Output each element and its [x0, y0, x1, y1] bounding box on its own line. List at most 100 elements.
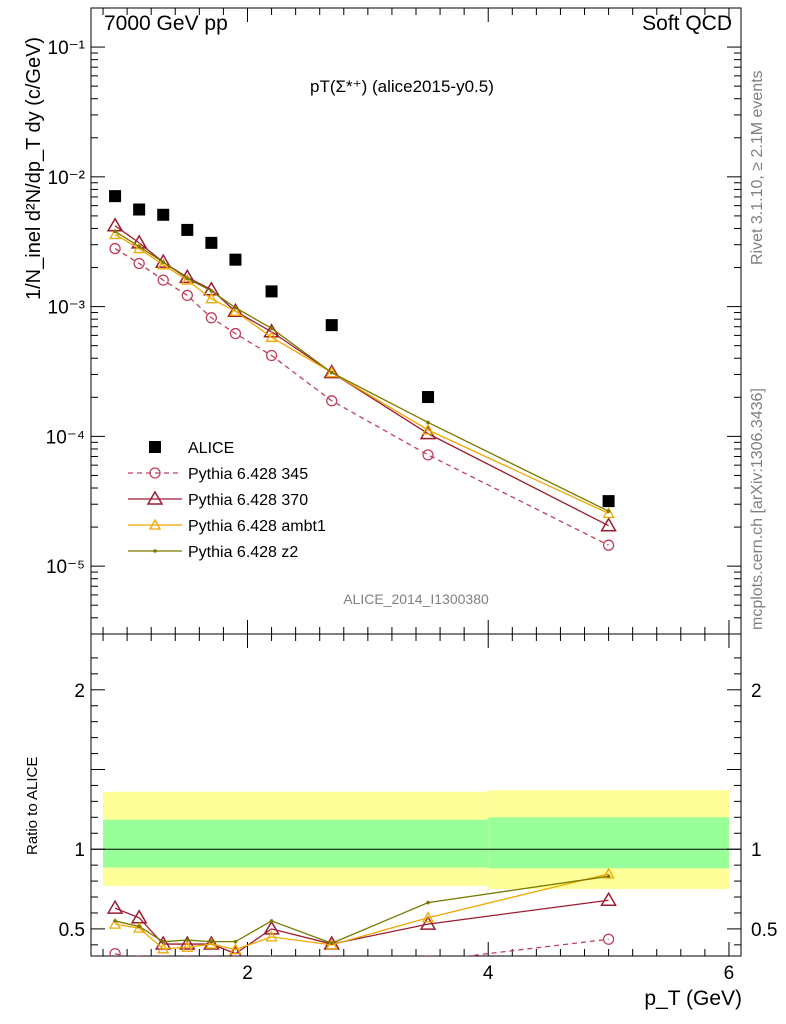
legend-label-4: Pythia 6.428 z2	[188, 544, 298, 561]
x-tick-label: 6	[724, 963, 735, 984]
ratio-point-3	[606, 874, 611, 879]
main-point-4	[137, 244, 141, 249]
ratio-point-3	[233, 939, 238, 944]
legend-label-0: ALICE	[188, 440, 234, 457]
ratio-point-3	[209, 939, 214, 944]
x-axis-label: p_T (GeV)	[644, 987, 742, 1010]
ratio-point-2	[157, 942, 170, 954]
main-point-4	[233, 305, 238, 310]
main-point-0	[229, 253, 242, 266]
legend-label-2: Pythia 6.428 370	[188, 492, 308, 509]
main-y-tick-label: 10⁻¹	[48, 38, 86, 59]
ratio-y-tick-label-right: 2	[751, 681, 762, 702]
ratio-series-line-2	[114, 873, 609, 951]
main-point-1	[265, 349, 278, 362]
main-point-2	[154, 253, 172, 268]
ratio-point-0	[328, 955, 335, 956]
main-point-4	[113, 229, 117, 234]
main-point-0	[133, 203, 146, 216]
main-point-1	[157, 274, 169, 286]
main-series-line-4	[114, 230, 609, 512]
legend-label-3: Pythia 6.428 ambt1	[188, 518, 326, 535]
ratio-axes: 0.5 0.5 1 1 2 2 2 4 6	[59, 634, 777, 984]
main-point-0	[157, 208, 170, 221]
main-axes: 10⁻⁵ 10⁻⁴ 10⁻³ 10⁻² 10⁻¹	[46, 7, 741, 635]
ratio-series-line-1	[114, 899, 609, 955]
ratio-point-0	[160, 955, 167, 956]
main-point-4	[426, 420, 430, 425]
main-point-1	[602, 539, 615, 551]
ratio-point-3	[185, 938, 190, 942]
main-point-0	[325, 319, 338, 332]
main-point-1	[229, 327, 242, 340]
ratio-y-tick-label: 0.5	[59, 920, 85, 941]
ratio-point-1	[178, 935, 196, 950]
main-y-tick-label: 10⁻⁴	[46, 427, 85, 448]
ratio-point-2	[265, 930, 278, 942]
legend-marker-2	[146, 490, 164, 505]
x-tick-label: 2	[242, 963, 253, 984]
ratio-point-0	[208, 955, 215, 956]
ratio-band-green-1	[488, 817, 729, 869]
ratio-point-0	[232, 955, 239, 956]
main-point-0	[109, 190, 122, 203]
header-right: Soft QCD	[642, 12, 732, 35]
ratio-series	[106, 867, 617, 956]
ratio-point-2	[229, 943, 242, 955]
main-panel-frame	[90, 7, 742, 635]
legend-marker-1	[149, 467, 161, 479]
ratio-point-0	[268, 955, 275, 956]
main-point-3	[421, 423, 435, 435]
main-point-3	[229, 304, 242, 316]
plot-title: pT(Σ*⁺) (alice2015-y0.5)	[310, 77, 494, 96]
ratio-point-1	[106, 899, 124, 914]
legend-label-1: Pythia 6.428 345	[188, 466, 308, 483]
main-y-tick-label: 10⁻²	[48, 168, 86, 189]
legend-marker-0	[149, 441, 161, 453]
ratio-y-axis-label: Ratio to ALICE	[24, 757, 41, 855]
ratio-point-3	[329, 941, 334, 946]
main-point-1	[181, 289, 193, 302]
main-point-1	[109, 242, 121, 255]
legend-marker-4	[153, 549, 157, 553]
main-point-4	[269, 326, 274, 331]
mcplots-label: mcplots.cern.ch [arXiv:1306.3436]	[749, 388, 766, 630]
ratio-point-0	[136, 955, 143, 956]
main-point-0	[422, 391, 435, 404]
ratio-point-1	[229, 945, 242, 956]
main-point-3	[602, 507, 615, 519]
ratio-point-2	[181, 940, 194, 952]
ratio-point-1	[263, 920, 280, 935]
main-point-4	[209, 289, 214, 293]
main-point-2	[600, 517, 617, 532]
main-point-0	[602, 495, 615, 508]
ratio-point-1	[419, 915, 437, 930]
main-point-0	[181, 223, 194, 236]
ratio-point-0	[602, 933, 615, 945]
ratio-y-tick-label: 2	[74, 681, 85, 702]
rivet-label: Rivet 3.1.10, ≥ 2.1M events	[749, 70, 766, 265]
ratio-point-3	[137, 924, 141, 929]
main-y-tick-label: 10⁻³	[48, 298, 86, 319]
ratio-point-2	[205, 937, 218, 949]
ratio-y-tick-label-right: 1	[751, 840, 762, 861]
main-point-3	[265, 330, 278, 342]
main-series	[106, 190, 617, 551]
legend: ALICE Pythia 6.428 345 Pythia 6.428 370 Pyt…	[128, 440, 326, 561]
main-point-1	[326, 395, 338, 407]
header-left: 7000 GeV pp	[104, 12, 228, 35]
ratio-point-0	[109, 947, 121, 956]
main-point-4	[329, 370, 334, 375]
ratio-series-line-0	[114, 938, 609, 956]
main-point-4	[161, 260, 166, 264]
ratio-point-0	[184, 955, 191, 956]
ratio-point-3	[269, 919, 274, 923]
ratio-series-line-3	[114, 875, 609, 944]
main-point-4	[185, 276, 190, 281]
ratio-bands	[91, 790, 741, 890]
main-point-1	[205, 312, 218, 324]
main-point-2	[323, 364, 341, 379]
ratio-point-2	[108, 917, 122, 929]
watermark: ALICE_2014_I1300380	[343, 591, 489, 607]
